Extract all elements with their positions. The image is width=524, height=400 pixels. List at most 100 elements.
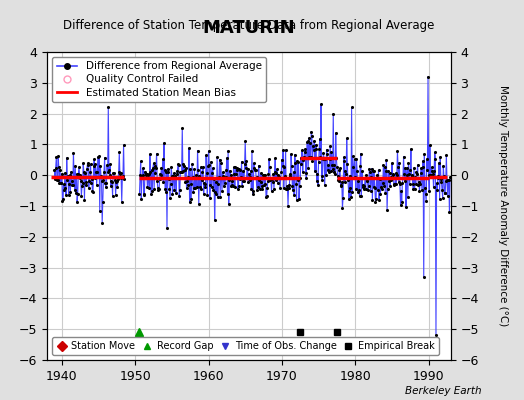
Point [391,170,400,176]
Point [52,154,60,160]
Point [334,176,342,183]
Point [171,174,180,181]
Point [312,178,321,184]
Point [116,171,124,178]
Point [330,168,338,175]
Point [353,168,361,174]
Point [395,160,403,166]
Point [188,161,196,167]
Point [179,160,188,167]
Point [407,173,416,179]
Point [259,172,268,178]
Point [325,169,333,175]
Point [367,165,376,172]
Point [379,162,388,168]
Point [307,128,315,135]
Point [54,164,63,170]
Point [63,176,71,183]
Point [267,188,276,194]
Point [148,188,157,194]
Point [315,136,324,142]
Point [245,171,253,177]
Point [275,174,283,180]
Point [304,135,313,141]
Point [205,162,213,168]
Point [152,150,161,157]
Point [416,181,424,187]
Point [301,146,309,152]
Point [402,172,411,178]
Point [420,274,428,280]
Point [443,193,452,199]
Point [112,192,120,198]
Point [221,180,229,186]
Point [283,183,291,189]
Point [324,162,333,168]
Point [59,196,67,202]
Point [323,167,332,174]
Point [257,182,266,189]
Point [373,174,381,181]
Point [304,165,312,171]
Point [216,194,224,200]
Point [274,180,282,187]
Point [255,162,263,169]
Point [282,186,290,192]
Point [437,179,445,186]
Point [140,192,148,198]
Point [373,172,381,178]
Point [138,173,146,179]
Point [74,171,82,177]
Point [360,186,368,193]
Point [255,177,264,183]
Point [410,186,419,192]
Point [381,168,390,175]
Point [345,172,354,179]
Point [308,132,316,139]
Point [112,179,121,185]
Point [198,168,206,175]
Point [421,185,429,192]
Point [232,171,240,178]
Point [277,169,286,175]
Point [396,202,405,208]
Point [114,168,123,175]
Point [296,183,304,189]
Point [443,177,451,183]
Point [235,167,244,174]
Point [439,163,447,169]
Point [106,161,114,168]
Point [105,167,113,173]
Point [90,163,98,170]
Point [106,183,115,189]
Point [381,190,389,196]
Point [83,166,91,172]
Point [343,160,352,167]
Point [168,191,177,198]
Point [114,176,122,182]
Point [190,166,199,173]
Point [223,191,232,198]
Point [403,165,411,172]
Point [91,174,99,181]
Point [273,166,281,172]
Point [431,156,440,162]
Point [409,186,418,192]
Point [284,202,292,209]
Point [389,180,398,187]
Point [388,160,396,166]
Point [374,167,383,173]
Point [299,157,308,163]
Point [120,176,128,182]
Point [433,175,442,182]
Point [95,208,104,214]
Point [361,174,369,181]
Point [64,173,72,179]
Point [191,172,200,179]
Point [109,170,117,176]
Point [349,164,357,170]
Legend: Station Move, Record Gap, Time of Obs. Change, Empirical Break: Station Move, Record Gap, Time of Obs. C… [52,337,439,355]
Point [145,184,154,191]
Point [172,170,181,177]
Point [226,168,234,174]
